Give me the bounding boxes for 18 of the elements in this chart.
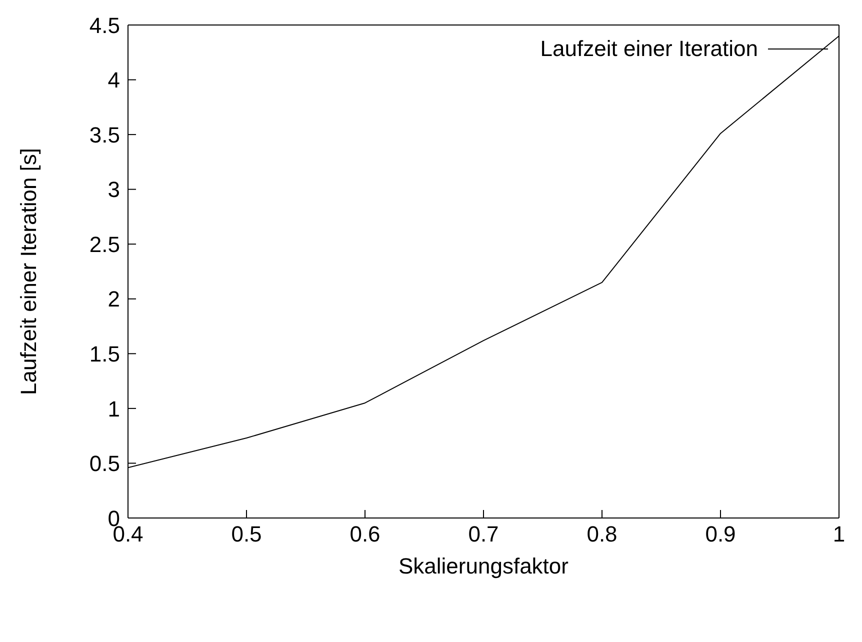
y-tick-label: 4 xyxy=(108,68,120,93)
x-tick-label: 1 xyxy=(832,522,846,547)
y-tick-label: 3.5 xyxy=(89,122,120,148)
y-tick-label: 2 xyxy=(108,286,120,312)
x-tick-label: 0.5 xyxy=(231,522,262,547)
y-tick-label: 4.5 xyxy=(89,12,120,38)
y-axis-title: Laufzeit einer Iteration [s] xyxy=(16,148,41,396)
x-tick-label: 0.8 xyxy=(586,522,618,547)
legend-label: Laufzeit einer Iteration xyxy=(540,36,758,62)
y-tick-label: 2.5 xyxy=(89,232,120,257)
y-tick-label: 3 xyxy=(108,177,120,202)
x-axis-title: Skalierungsfaktor xyxy=(398,554,568,579)
x-tick-label: 0.6 xyxy=(350,522,380,547)
x-tick-label: 0.9 xyxy=(705,522,736,547)
y-tick-label: 1 xyxy=(108,396,120,422)
x-tick-label: 0.7 xyxy=(468,522,499,547)
y-tick-label: 0.5 xyxy=(89,451,120,476)
y-tick-label: 1.5 xyxy=(89,341,120,366)
